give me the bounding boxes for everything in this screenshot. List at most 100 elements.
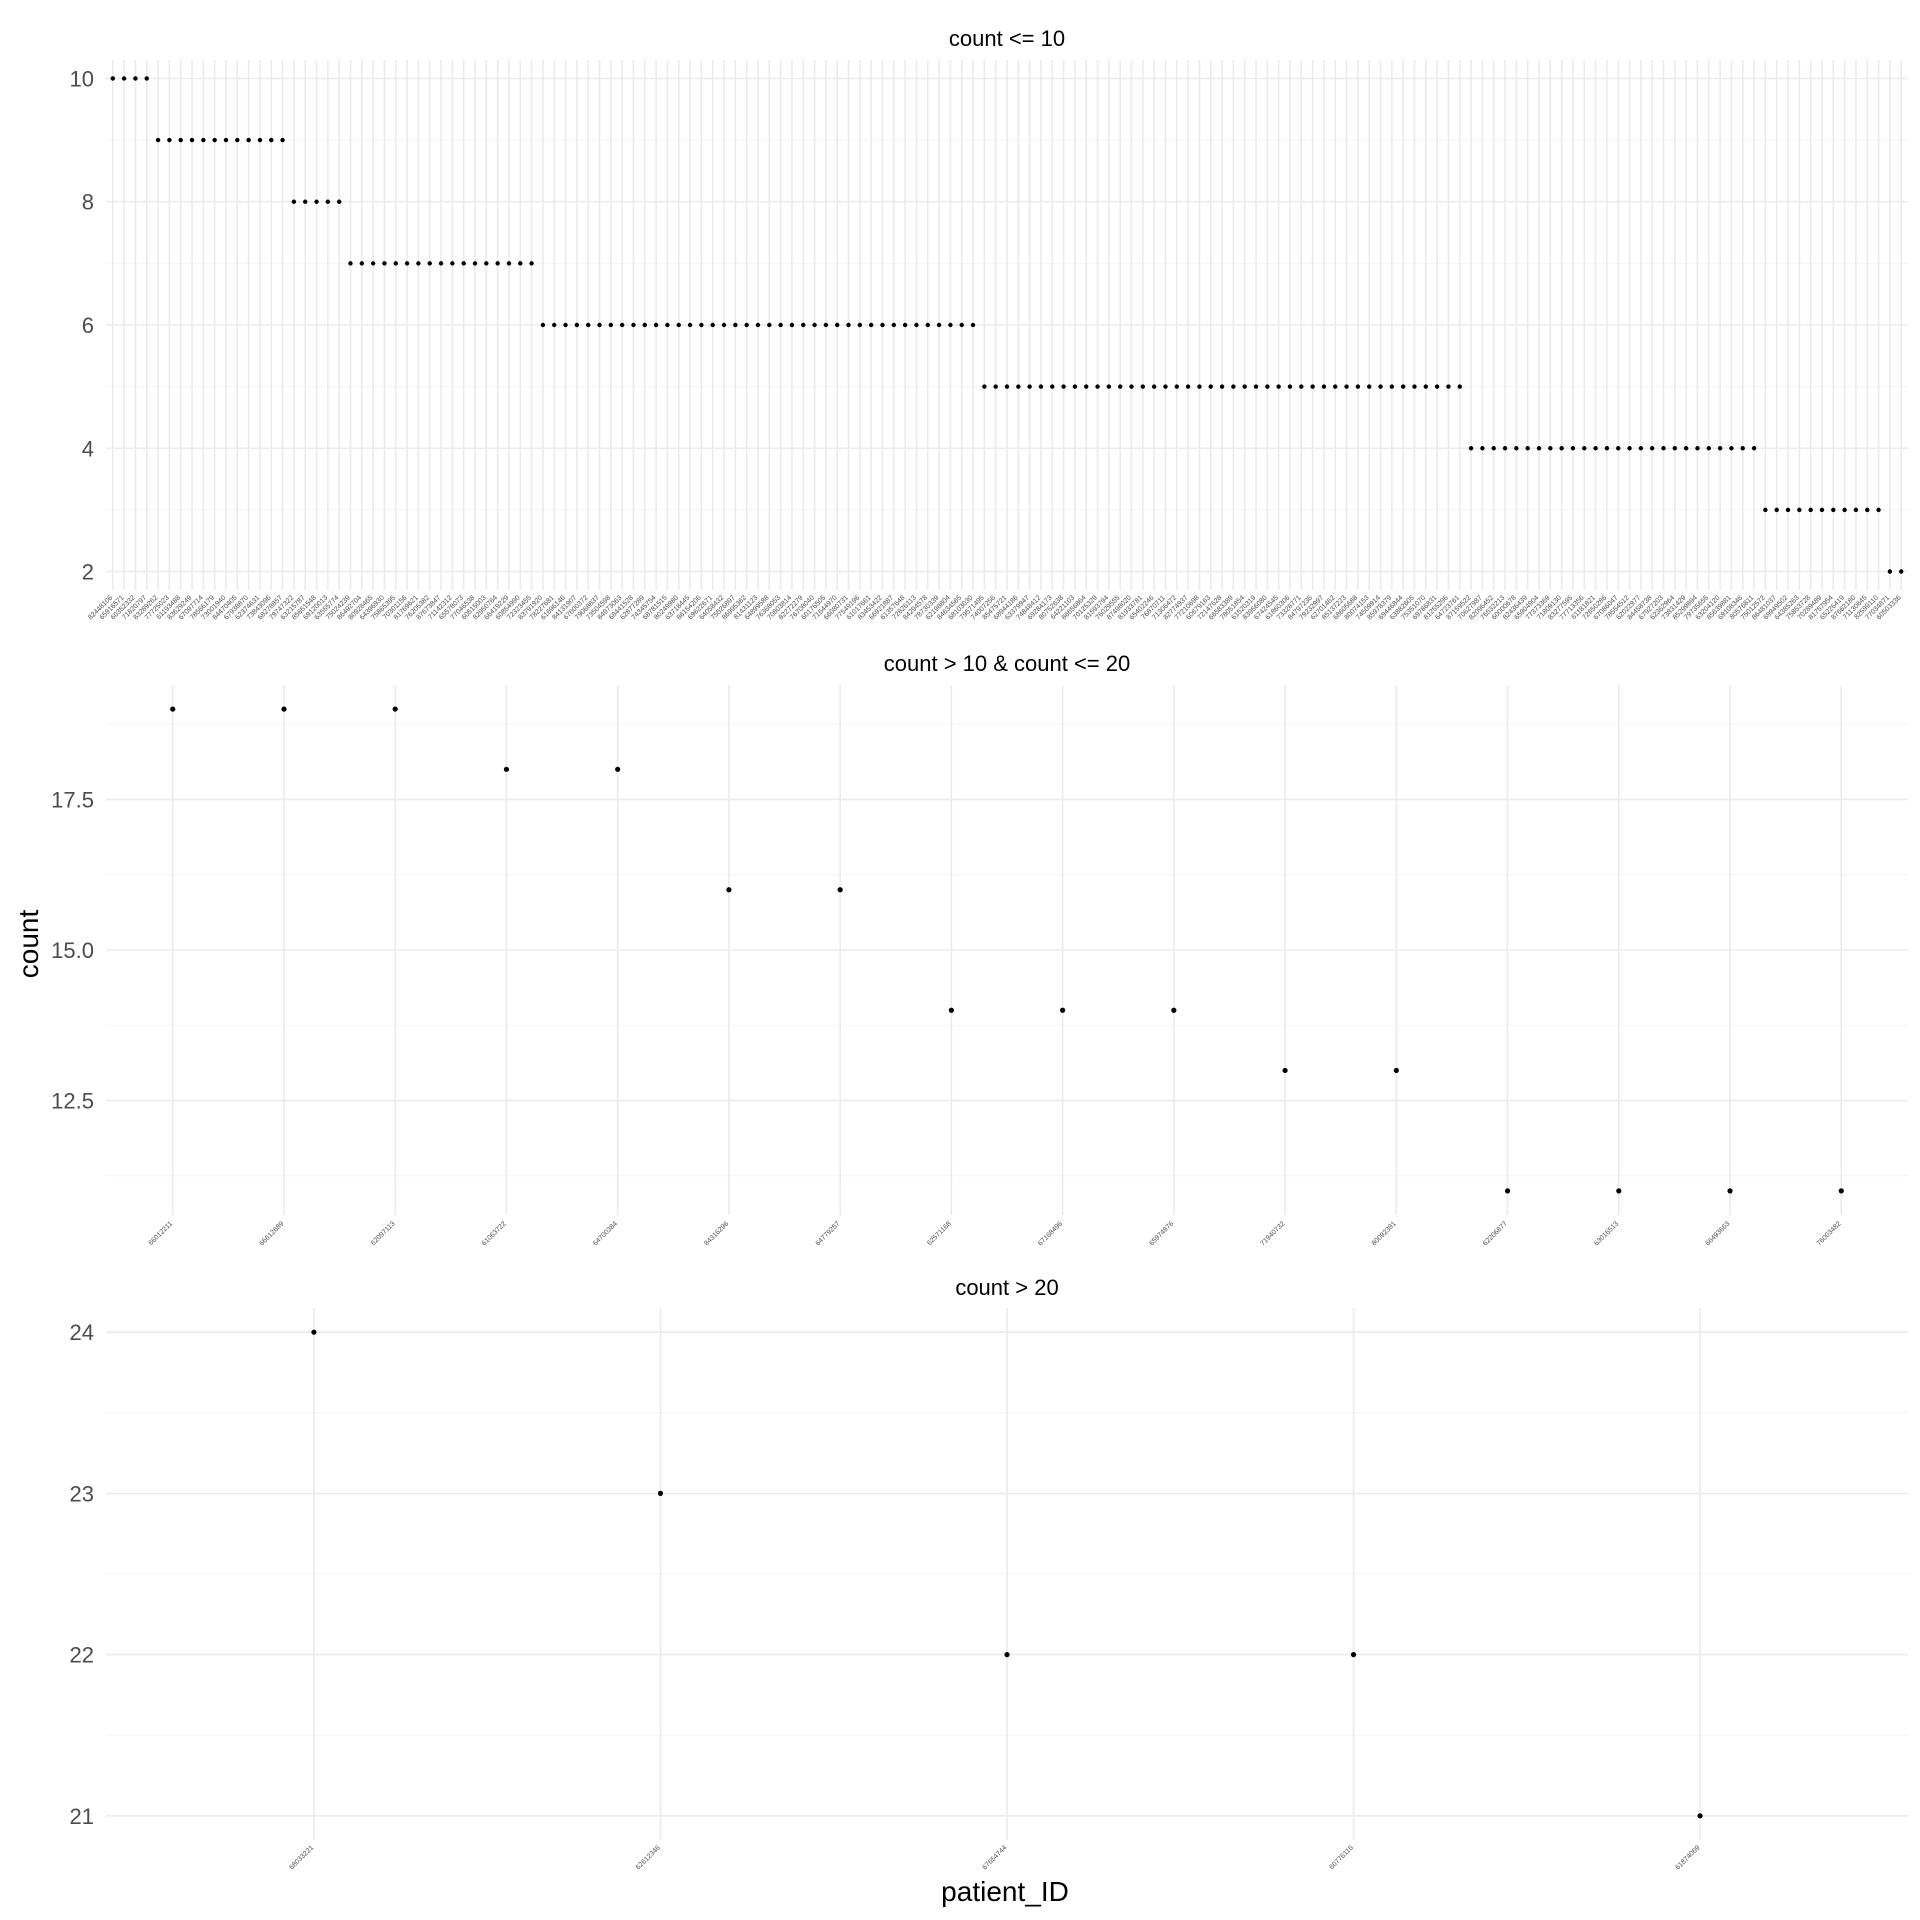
data-point [1060, 1007, 1066, 1013]
data-point [280, 137, 285, 143]
data-point [1393, 1067, 1399, 1074]
data-point [155, 137, 161, 143]
data-point [1763, 507, 1768, 513]
data-point [1117, 384, 1123, 389]
data-point [1004, 1652, 1010, 1658]
data-point [1502, 446, 1508, 451]
data-point [503, 766, 510, 772]
data-point [1774, 507, 1779, 513]
data-point [1400, 384, 1406, 389]
data-point [303, 199, 308, 204]
panel-1: 2468108244810665916571603523327182079783… [70, 26, 1908, 621]
data-point [1616, 446, 1621, 451]
data-point [1412, 384, 1417, 389]
data-point [914, 322, 919, 328]
panel-3: 21 22 23 24 68033221 62612346 67654744 60776116… [70, 1275, 1908, 1871]
y-tick-label: 23 [70, 1481, 94, 1506]
data-point [223, 137, 229, 143]
data-point [1797, 507, 1802, 513]
data-point [1504, 1188, 1511, 1194]
y-tick-label: 8 [82, 190, 94, 215]
data-point [461, 261, 466, 266]
data-point [676, 322, 681, 328]
data-point [382, 261, 387, 266]
data-point [1174, 384, 1179, 389]
data-point [868, 322, 874, 328]
data-point [1129, 384, 1134, 389]
data-point [1310, 384, 1315, 389]
data-point [1604, 446, 1610, 451]
data-point [392, 706, 398, 712]
data-point [416, 261, 421, 266]
data-point [959, 322, 964, 328]
data-point [1838, 1188, 1844, 1194]
data-point [1831, 507, 1836, 513]
data-point [1727, 1188, 1733, 1194]
data-point [1016, 384, 1021, 389]
data-point [1072, 384, 1078, 389]
y-tick-label: 24 [70, 1320, 94, 1345]
data-point [110, 76, 115, 81]
data-point [291, 199, 297, 204]
data-point [857, 322, 863, 328]
data-point [1697, 1813, 1703, 1819]
data-point [1876, 507, 1881, 513]
data-point [642, 322, 647, 328]
data-point [1367, 384, 1372, 389]
data-point [1548, 446, 1553, 451]
data-point [201, 137, 206, 143]
x-tick-label: 84316296 [703, 1220, 730, 1247]
data-point [1265, 384, 1270, 389]
x-tick-label: 61063722 [481, 1220, 508, 1247]
data-point [1706, 446, 1711, 451]
y-tick-label: 12.5 [51, 1089, 94, 1114]
data-point [619, 322, 625, 328]
data-point [484, 261, 489, 266]
data-point [1163, 384, 1168, 389]
data-point [710, 322, 715, 328]
data-point [1865, 507, 1870, 513]
data-point [1842, 507, 1847, 513]
data-point [1729, 446, 1734, 451]
data-point [1649, 446, 1655, 451]
x-tick-label: 62097113 [370, 1220, 397, 1247]
data-point [721, 322, 727, 328]
data-point [1434, 384, 1440, 389]
data-point [789, 322, 795, 328]
data-point [1446, 384, 1451, 389]
data-point [1582, 446, 1587, 451]
data-point [1559, 446, 1564, 451]
data-point [993, 384, 998, 389]
x-tick-label: 62571168 [926, 1220, 953, 1247]
x-axis-title: patient_ID [941, 1876, 1069, 1907]
data-point [1219, 384, 1225, 389]
data-point [1140, 384, 1146, 389]
y-tick-label: 2 [82, 560, 94, 585]
data-point [450, 261, 455, 266]
data-point [1819, 507, 1825, 513]
data-point [1491, 446, 1496, 451]
data-point [733, 322, 738, 328]
data-point [1276, 384, 1281, 389]
data-point [1344, 384, 1349, 389]
data-point [359, 261, 365, 266]
data-point [518, 261, 523, 266]
data-point [552, 322, 557, 328]
data-point [837, 887, 843, 893]
data-point [1208, 384, 1213, 389]
data-point [1321, 384, 1327, 389]
data-point [1027, 384, 1032, 389]
y-tick-label: 21 [70, 1804, 94, 1829]
data-point [880, 322, 885, 328]
data-point [1378, 384, 1383, 389]
data-point [1106, 384, 1112, 389]
data-point [699, 322, 704, 328]
data-point [726, 887, 732, 893]
data-point [1389, 384, 1395, 389]
data-point [427, 261, 432, 266]
data-point [1536, 446, 1542, 451]
x-tick-label: 67168496 [1037, 1220, 1064, 1247]
data-point [1287, 384, 1293, 389]
data-point [982, 384, 987, 389]
